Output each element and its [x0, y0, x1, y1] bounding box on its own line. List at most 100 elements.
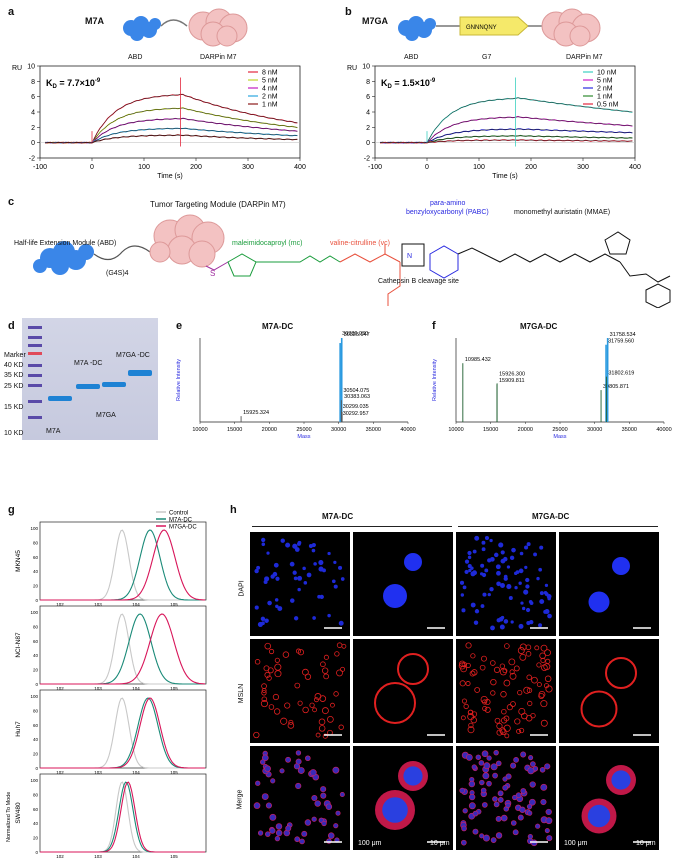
series-5nM-fit — [45, 107, 298, 143]
micro-col-m7a-dc: M7A-DC — [322, 512, 354, 521]
histogram-control — [40, 529, 205, 601]
nucleus-dot — [470, 602, 476, 608]
membrane-dot — [253, 731, 260, 739]
merge-dot — [275, 829, 283, 837]
merge-dot — [297, 767, 305, 774]
x-tick-label: 40000 — [400, 427, 415, 433]
membrane-dot — [330, 702, 335, 708]
y-tick-label: 2 — [366, 125, 370, 132]
abd-blob-b — [398, 16, 436, 41]
merge-dot — [493, 801, 500, 808]
merge-dot — [255, 780, 261, 786]
merge-dot — [311, 816, 317, 822]
membrane-dot — [545, 685, 553, 693]
x-tick-label: 104 — [132, 854, 140, 859]
membrane-dot — [267, 667, 274, 674]
merge-dot — [493, 749, 499, 756]
nucleus-dot — [267, 600, 272, 606]
legend-label: 4 nM — [262, 86, 278, 93]
y-axis-label: RU — [12, 65, 22, 72]
legend-label: 10 nM — [597, 70, 617, 77]
spr-chart-b: -2 0 2 4 6 8 10 -100 0 100 200 300 400 Time (s) RU 10 n… — [347, 64, 641, 181]
linker-arrow — [459, 16, 529, 36]
gel-40kd: 40 KD — [4, 362, 24, 369]
y-tick-label: 20 — [33, 584, 39, 589]
membrane-dot — [315, 732, 321, 738]
abd-label-b: ABD — [404, 54, 419, 61]
merge-dot — [468, 793, 476, 801]
merge-dot — [526, 803, 533, 810]
flow-frame — [39, 521, 207, 601]
nucleus-zoom — [383, 584, 407, 608]
nucleus-dot — [547, 596, 551, 601]
merge-dot — [512, 794, 518, 801]
legend-label: Control — [169, 511, 188, 517]
membrane-dot — [268, 704, 275, 710]
nucleus-dot — [480, 604, 485, 608]
membrane-dot — [460, 665, 468, 673]
gel-m7a: M7A — [46, 428, 61, 435]
membrane-dot — [504, 733, 510, 739]
nucleus-dot — [272, 571, 278, 577]
x-tick-label: 10000 — [448, 427, 463, 433]
merge-dot — [483, 834, 490, 842]
gel-25kd: 25 KD — [4, 383, 24, 390]
merge-dot — [309, 769, 317, 777]
membrane-dot — [322, 733, 328, 739]
nucleus-dot — [306, 572, 312, 578]
membrane-dot — [518, 707, 526, 715]
merge-dot — [471, 764, 477, 770]
merge-dot — [539, 767, 546, 773]
legend-label: 1 nM — [597, 94, 613, 101]
membrane-dot — [468, 722, 474, 729]
membrane-dot — [517, 647, 525, 654]
x-tick-label: 20000 — [518, 427, 533, 433]
x-tick-label: 200 — [525, 164, 537, 171]
x-tick-label: 105 — [170, 770, 178, 775]
merge-dot — [325, 803, 333, 810]
membrane-dot — [334, 651, 340, 657]
y-tick-label: 20 — [33, 836, 39, 841]
membrane-dot — [302, 706, 309, 714]
nucleus-dot — [484, 568, 489, 573]
y-tick-label: 0 — [35, 682, 38, 687]
y-tick-label: -2 — [29, 156, 35, 163]
flow-frame — [39, 689, 207, 769]
merge-dot — [285, 756, 291, 763]
nucleus-dot — [474, 535, 480, 541]
membrane-dot — [531, 676, 538, 684]
nucleus-dot — [292, 570, 297, 575]
merge-dot — [305, 755, 311, 762]
sds-page-gel — [22, 318, 158, 440]
nucleus-dot — [311, 548, 316, 553]
membrane-dot — [519, 643, 527, 651]
ttm-label: Tumor Targeting Module (DARPin M7) — [150, 200, 286, 209]
nucleus-dot — [503, 619, 509, 624]
membrane-dot — [463, 703, 469, 710]
merge-dot — [527, 810, 533, 816]
peak-label: 31758.534 — [610, 332, 636, 338]
abd-label-a: ABD — [128, 54, 143, 61]
membrane-dot — [538, 690, 546, 698]
nucleus-dot — [524, 545, 529, 550]
membrane-dot — [490, 660, 496, 666]
membrane-dot — [313, 697, 319, 703]
gel-35kd: 35 KD — [4, 372, 24, 379]
merge-dot — [459, 787, 466, 794]
nucleus-dot — [275, 576, 280, 581]
x-tick-label: -100 — [33, 164, 47, 171]
y-tick-label: 60 — [33, 723, 39, 728]
merge-dot — [530, 839, 538, 847]
y-tick-label: 8 — [31, 79, 35, 86]
y-tick-label: 40 — [33, 569, 39, 574]
x-tick-label: 40000 — [656, 427, 671, 433]
membrane-dot — [264, 642, 272, 650]
merge-dot — [527, 767, 535, 775]
peak-label: 30504.075 — [343, 388, 369, 394]
merge-dot — [495, 760, 502, 767]
gel-15kd: 15 KD — [4, 404, 24, 411]
nucleus-dot — [533, 552, 538, 557]
membrane-dot — [327, 715, 334, 723]
merge-dot — [492, 772, 498, 779]
nucleus-dot — [525, 577, 530, 583]
